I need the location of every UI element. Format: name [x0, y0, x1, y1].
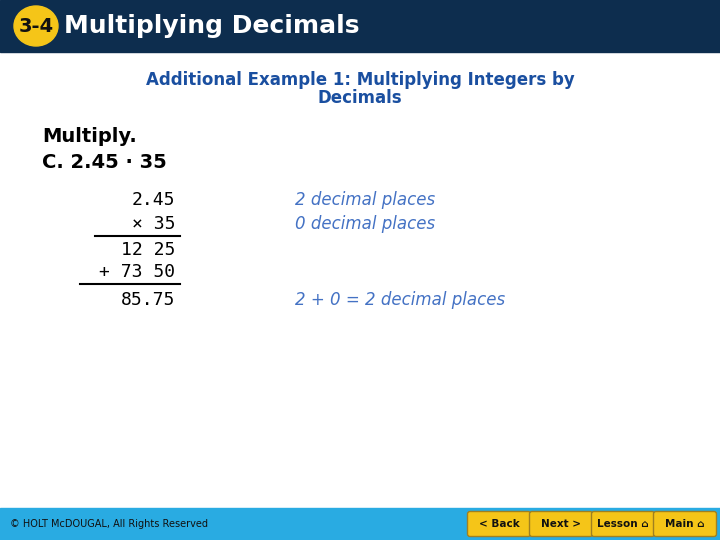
Text: 3-4: 3-4	[19, 17, 53, 36]
Text: Additional Example 1: Multiplying Integers by: Additional Example 1: Multiplying Intege…	[145, 71, 575, 89]
Bar	[0, 508, 720, 540]
Text: © HOLT McDOUGAL, All Rights Reserved: © HOLT McDOUGAL, All Rights Reserved	[10, 519, 208, 529]
Text: Decimals: Decimals	[318, 89, 402, 107]
Text: 85.75: 85.75	[121, 291, 175, 309]
Text: C. 2.45 · 35: C. 2.45 · 35	[42, 152, 167, 172]
Text: × 35: × 35	[132, 215, 175, 233]
Text: Multiply.: Multiply.	[42, 127, 137, 146]
FancyBboxPatch shape	[467, 511, 531, 537]
Bar	[0, 0, 720, 52]
Text: Lesson ⌂: Lesson ⌂	[597, 519, 649, 529]
Text: + 73 50: + 73 50	[99, 263, 175, 281]
Text: Multiplying Decimals: Multiplying Decimals	[64, 14, 359, 38]
Text: 2 decimal places: 2 decimal places	[295, 191, 435, 209]
Text: 0 decimal places: 0 decimal places	[295, 215, 435, 233]
Text: Next >: Next >	[541, 519, 581, 529]
FancyBboxPatch shape	[529, 511, 593, 537]
FancyBboxPatch shape	[592, 511, 654, 537]
FancyBboxPatch shape	[654, 511, 716, 537]
Text: 2.45: 2.45	[132, 191, 175, 209]
Text: 12 25: 12 25	[121, 241, 175, 259]
Text: 2 + 0 = 2 decimal places: 2 + 0 = 2 decimal places	[295, 291, 505, 309]
Ellipse shape	[14, 6, 58, 46]
Text: < Back: < Back	[479, 519, 519, 529]
Text: Main ⌂: Main ⌂	[665, 519, 705, 529]
